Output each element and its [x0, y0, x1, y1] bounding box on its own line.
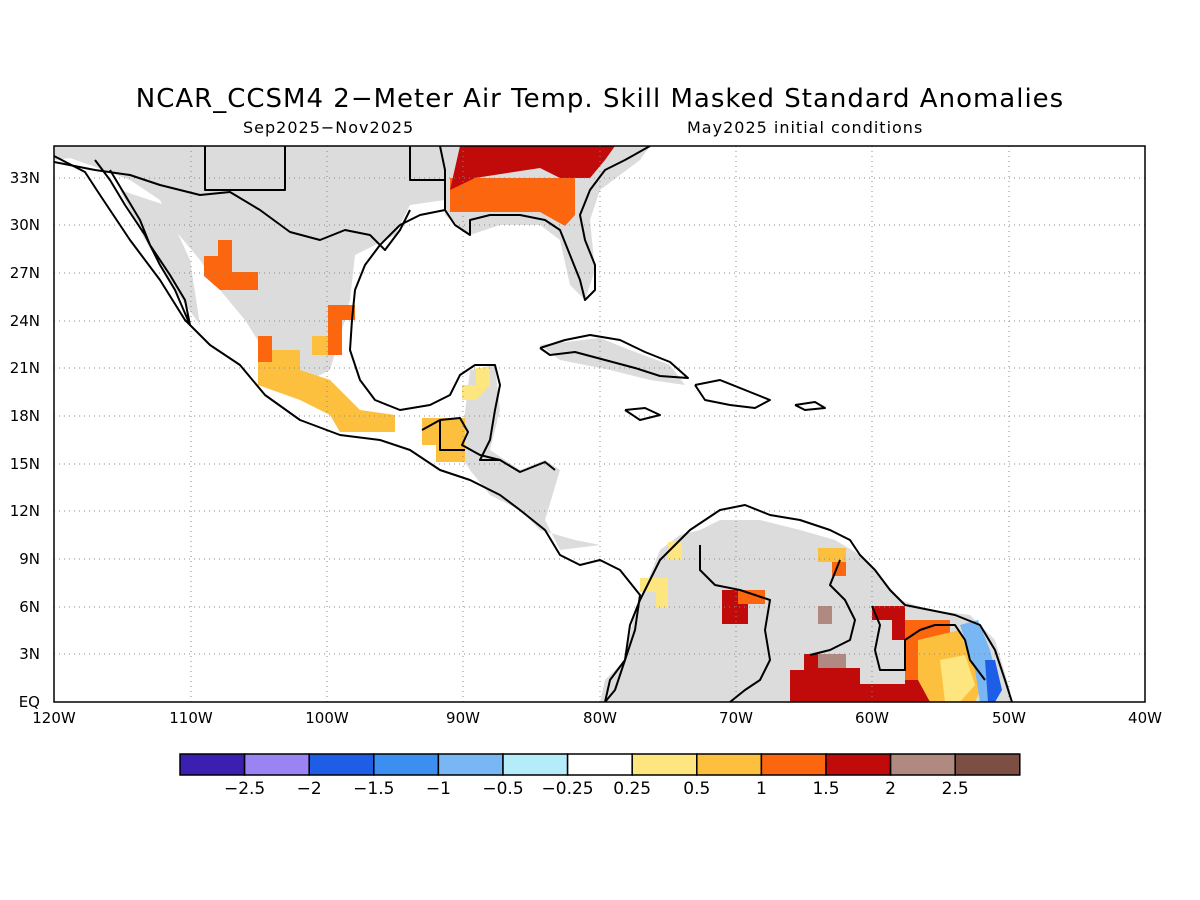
colorbar-swatch: [566, 753, 633, 776]
border-us-inner: [204, 146, 286, 191]
colorbar: −2.5 −2 −1.5 −1 −0.5 −0.25 0.25 0.5 1 1.5 2 2.5: [179, 753, 1021, 799]
skill-mask-layer: [54, 146, 1010, 702]
map-frame: [53, 145, 1146, 703]
colorbar-label: 1.5: [812, 779, 839, 799]
lon-label: 40W: [1128, 709, 1162, 727]
anomaly-guatemala-1: [422, 418, 465, 462]
lat-label: 6N: [19, 598, 40, 616]
colorbar-swatch: [437, 753, 504, 776]
anomaly-se-us-1.5: [450, 178, 575, 226]
lat-label: 9N: [19, 550, 40, 568]
initial-conditions: May2025 initial conditions: [687, 118, 924, 137]
lon-label: 60W: [855, 709, 889, 727]
anomaly-amapa-strong-negative: [985, 660, 1002, 702]
lat-label: 30N: [10, 216, 40, 234]
colorbar-label: 2.5: [942, 779, 969, 799]
anomaly-guiana-0.5: [940, 655, 975, 702]
colorbar-label: 0.5: [683, 779, 710, 799]
anomaly-guyana-2.5: [818, 606, 832, 624]
lon-axis: 120W 110W 100W 90W 80W 70W 60W 50W 40W: [32, 709, 1162, 727]
border-central-america: [439, 417, 556, 473]
anomaly-panama-0.5: [668, 542, 682, 560]
colorbar-label: −0.25: [542, 779, 594, 799]
colorbar-swatch: [502, 753, 569, 776]
border-states: [409, 146, 445, 181]
colorbar-label: −1: [426, 779, 451, 799]
lat-label: 27N: [10, 264, 40, 282]
colorbar-swatch: [631, 753, 698, 776]
colorbar-swatch: [696, 753, 763, 776]
border-us-mexico: [54, 161, 411, 251]
map-title: NCAR_CCSM4 2−Meter Air Temp. Skill Maske…: [135, 84, 1065, 114]
coast-south-america-north: [604, 504, 1013, 702]
colorbar-swatch: [308, 753, 375, 776]
border-guianas: [871, 605, 986, 681]
coast-mexico-pacific: [54, 155, 641, 702]
border-venezuela-colombia: [699, 545, 771, 702]
lon-label: 100W: [305, 709, 349, 727]
colorbar-label: −2: [297, 779, 322, 799]
lon-label: 70W: [719, 709, 753, 727]
coast-baja: [94, 159, 191, 326]
colorbar-label: 2: [885, 779, 896, 799]
mask-north-america: [54, 146, 445, 380]
coast-puerto-rico: [794, 401, 826, 411]
colorbar-label: 0.25: [613, 779, 651, 799]
lat-label: 33N: [10, 169, 40, 187]
lat-label: 12N: [10, 502, 40, 520]
border-venezuela-guyana: [809, 559, 856, 656]
coast-jamaica: [624, 407, 661, 421]
lon-label: 50W: [992, 709, 1026, 727]
colorbar-swatch: [825, 753, 892, 776]
colorbar-swatch: [179, 753, 246, 776]
colorbar-swatch: [373, 753, 440, 776]
lat-label: 18N: [10, 407, 40, 425]
anomaly-mexico-north-1.5: [204, 240, 258, 290]
valid-period: Sep2025−Nov2025: [243, 118, 415, 137]
lat-label: 3N: [19, 645, 40, 663]
lon-label: 110W: [169, 709, 213, 727]
colorbar-swatch: [243, 753, 310, 776]
coast-hispaniola: [694, 379, 771, 409]
lat-axis: EQ 3N 6N 9N 12N 15N 18N 21N 24N 27N 30N …: [10, 169, 40, 711]
colorbar-label: −2.5: [224, 779, 265, 799]
colorbar-swatch: [760, 753, 827, 776]
anomaly-mexico-east-1.5: [258, 336, 272, 362]
lon-label: 80W: [583, 709, 617, 727]
coast-gulf-of-mexico: [439, 146, 651, 301]
anomaly-amazon-2: [790, 606, 930, 702]
anomaly-venezuela-1.5: [738, 590, 765, 604]
coast-gulf-west: [349, 209, 501, 461]
colorbar-label: 1: [756, 779, 767, 799]
lon-label: 120W: [32, 709, 76, 727]
anomaly-mexico-gulf-1.5: [328, 305, 355, 355]
colorbar-label: −0.5: [482, 779, 523, 799]
anomaly-yucatan-0.5: [462, 368, 490, 400]
anomaly-se-us-2: [450, 146, 615, 190]
anomaly-amazon-2.5: [818, 654, 846, 668]
colorbar-swatch: [889, 753, 956, 776]
coastlines: [54, 146, 1013, 702]
lat-label: 15N: [10, 455, 40, 473]
lat-label: 24N: [10, 312, 40, 330]
lat-label: 21N: [10, 359, 40, 377]
lon-label: 90W: [446, 709, 480, 727]
colorbar-label: −1.5: [353, 779, 394, 799]
coast-cuba: [539, 334, 689, 379]
border-guatemala: [421, 419, 465, 451]
anomaly-mexico-gulf-1: [312, 336, 328, 355]
colorbar-swatch: [954, 753, 1021, 776]
lat-label: EQ: [19, 693, 40, 711]
